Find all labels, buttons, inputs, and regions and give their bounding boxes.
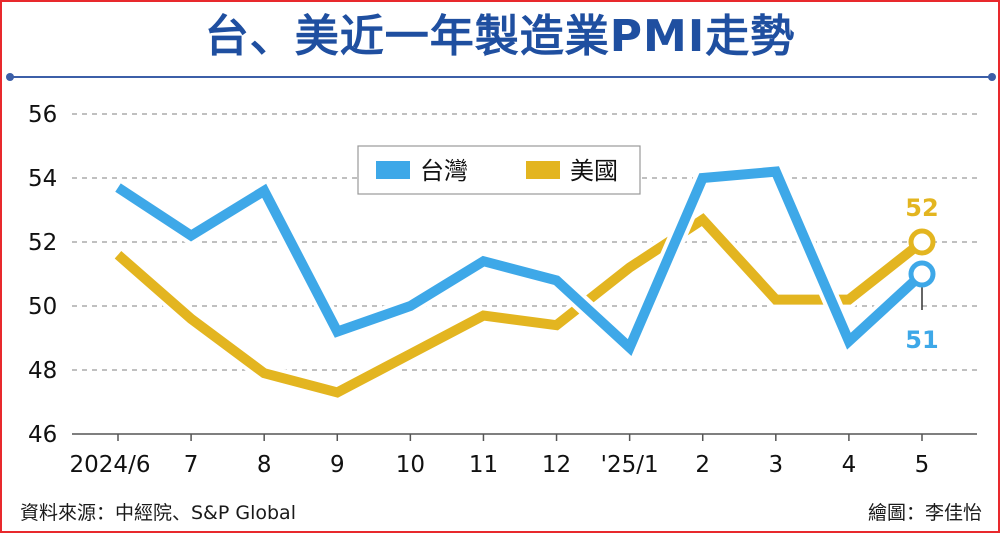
series-line-usa <box>114 213 926 398</box>
graphic-credit: 繪圖：李佳怡 <box>867 502 982 524</box>
title-divider <box>6 73 996 81</box>
x-tick-label: 2 <box>695 452 710 478</box>
legend-swatch-usa <box>526 161 560 179</box>
x-tick-label: 3 <box>768 452 783 478</box>
legend-label-taiwan: 台灣 <box>420 157 468 185</box>
x-tick-label: 10 <box>396 452 425 478</box>
chart-title: 台、美近一年製造業PMI走勢 <box>204 11 796 62</box>
x-tick-label: 2024/6 <box>70 452 151 478</box>
y-tick-label: 50 <box>28 294 57 320</box>
x-tick-label: '25/1 <box>601 452 659 478</box>
x-tick-label: 8 <box>257 452 272 478</box>
x-tick-label: 11 <box>469 452 498 478</box>
legend-label-usa: 美國 <box>570 157 618 185</box>
y-tick-label: 46 <box>28 422 57 448</box>
x-tick-label: 12 <box>542 452 571 478</box>
legend-swatch-taiwan <box>376 161 410 179</box>
x-tick-label: 5 <box>915 452 930 478</box>
y-tick-label: 56 <box>28 102 57 128</box>
usa-end-label: 52 <box>905 194 938 222</box>
series-line-taiwan <box>115 166 926 357</box>
x-tick-label: 9 <box>330 452 345 478</box>
y-tick-label: 48 <box>28 358 57 384</box>
end-marker-taiwan <box>908 260 936 288</box>
x-tick-label: 7 <box>184 452 199 478</box>
end-marker-usa <box>908 228 936 256</box>
taiwan-end-label: 51 <box>905 326 938 354</box>
source-note: 資料來源：中經院、S&P Global <box>20 502 296 524</box>
y-tick-label: 54 <box>28 166 57 192</box>
x-tick-label: 4 <box>842 452 857 478</box>
y-tick-label: 52 <box>28 230 57 256</box>
